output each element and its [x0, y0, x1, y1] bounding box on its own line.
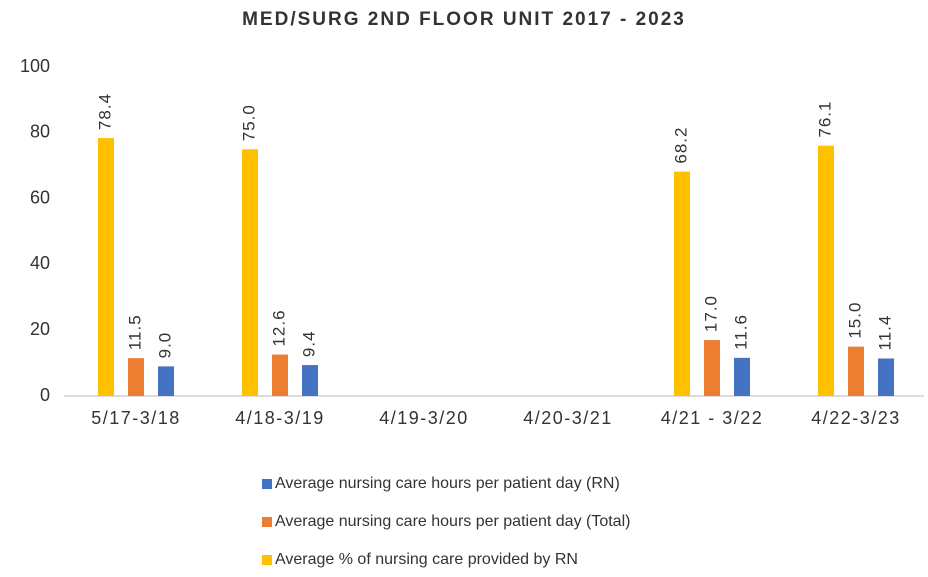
y-tick-label: 0	[40, 385, 50, 405]
legend-label: Average % of nursing care provided by RN	[275, 551, 578, 568]
y-tick-label: 60	[30, 187, 50, 207]
bar	[674, 171, 690, 396]
bar	[302, 365, 318, 396]
x-tick-label: 4/19-3/20	[379, 408, 469, 428]
bar	[242, 149, 258, 396]
value-label: 9.0	[155, 332, 174, 359]
bar	[878, 358, 894, 396]
bar	[158, 366, 174, 396]
x-tick-label: 4/22-3/23	[811, 408, 901, 428]
value-label: 11.4	[875, 315, 894, 351]
y-tick-label: 20	[30, 319, 50, 339]
bar	[128, 358, 144, 396]
value-label: 15.0	[845, 302, 864, 339]
value-label: 17.0	[701, 295, 720, 332]
y-tick-label: 40	[30, 253, 50, 273]
bar	[848, 346, 864, 396]
legend-swatch	[262, 479, 272, 489]
value-label: 75.0	[239, 104, 258, 141]
value-label: 68.2	[671, 127, 690, 164]
x-tick-label: 4/20-3/21	[523, 408, 613, 428]
value-label: 9.4	[299, 330, 318, 357]
value-label: 76.1	[815, 101, 834, 138]
chart-title: MED/SURG 2ND FLOOR UNIT 2017 - 2023	[242, 9, 686, 30]
legend-label: Average nursing care hours per patient d…	[275, 513, 630, 530]
bar	[98, 138, 114, 396]
x-tick-label: 5/17-3/18	[91, 408, 181, 428]
bar	[704, 340, 720, 396]
y-tick-label: 80	[30, 122, 50, 142]
x-tick-label: 4/21 - 3/22	[660, 408, 764, 428]
x-tick-label: 4/18-3/19	[235, 408, 325, 428]
bar	[818, 145, 834, 396]
legend-swatch	[262, 517, 272, 527]
bar	[272, 354, 288, 396]
value-label: 11.6	[731, 314, 750, 350]
value-label: 12.6	[269, 309, 288, 346]
bar	[734, 357, 750, 396]
value-label: 11.5	[125, 314, 144, 350]
value-label: 78.4	[95, 93, 114, 130]
legend-label: Average nursing care hours per patient d…	[275, 475, 620, 492]
y-tick-label: 100	[20, 56, 50, 76]
legend-swatch	[262, 555, 272, 565]
